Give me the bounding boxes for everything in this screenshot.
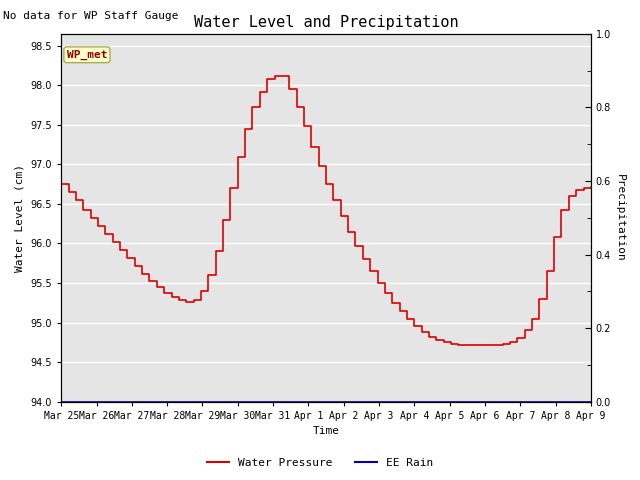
X-axis label: Time: Time: [312, 426, 340, 436]
Y-axis label: Precipitation: Precipitation: [615, 174, 625, 262]
Text: No data for WP Staff Gauge: No data for WP Staff Gauge: [3, 11, 179, 21]
Legend: Water Pressure, EE Rain: Water Pressure, EE Rain: [202, 453, 438, 472]
Y-axis label: Water Level (cm): Water Level (cm): [15, 164, 25, 272]
Title: Water Level and Precipitation: Water Level and Precipitation: [194, 15, 458, 30]
Text: WP_met: WP_met: [67, 49, 107, 60]
